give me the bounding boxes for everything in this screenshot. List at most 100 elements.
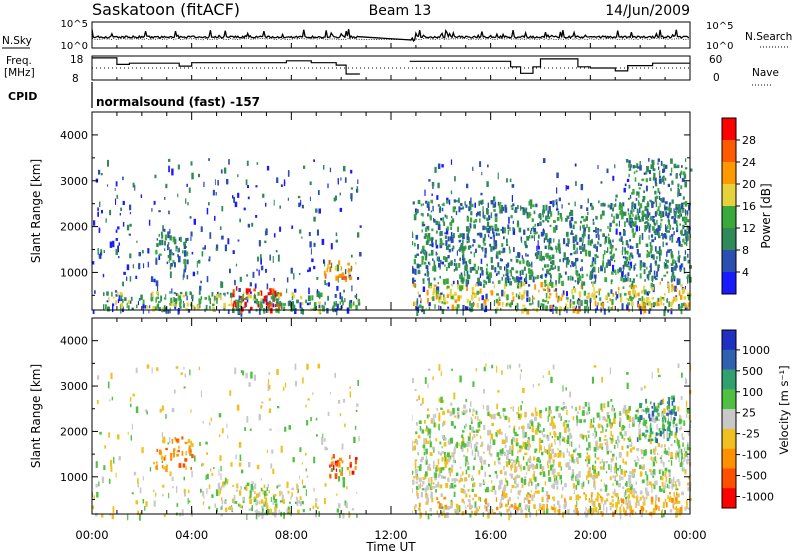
scatter-cell <box>183 366 185 370</box>
scatter-cell <box>135 367 138 374</box>
scatter-cell <box>468 260 471 263</box>
scatter-cell <box>591 376 594 384</box>
scatter-cell <box>484 488 487 493</box>
scatter-cell <box>263 484 266 489</box>
scatter-cell <box>461 434 464 438</box>
scatter-cell <box>116 291 119 295</box>
scatter-cell <box>611 434 614 439</box>
scatter-cell <box>579 225 581 231</box>
scatter-cell <box>639 161 641 167</box>
scatter-cell <box>577 453 580 456</box>
scatter-cell <box>628 168 632 171</box>
scatter-cell <box>509 249 511 254</box>
scatter-cell <box>175 302 177 308</box>
scatter-cell <box>644 229 646 232</box>
scatter-cell <box>558 280 561 284</box>
scatter-cell <box>191 443 194 447</box>
scatter-cell <box>248 288 251 293</box>
scatter-cell <box>417 264 420 269</box>
scatter-cell <box>630 283 633 290</box>
scatter-cell <box>470 211 473 216</box>
scatter-cell <box>427 298 429 304</box>
scatter-cell <box>594 278 597 283</box>
scatter-cell <box>240 469 244 474</box>
scatter-cell <box>469 494 471 498</box>
scatter-cell <box>434 304 436 309</box>
scatter-cell <box>612 264 615 272</box>
scatter-cell <box>625 240 629 246</box>
scatter-cell <box>425 501 429 505</box>
scatter-cell <box>644 419 648 425</box>
scatter-cell <box>425 251 428 257</box>
scatter-cell <box>286 481 289 488</box>
scatter-cell <box>108 296 110 302</box>
scatter-cell <box>649 199 652 203</box>
scatter-cell <box>175 366 179 369</box>
scatter-cell <box>112 303 115 307</box>
scatter-cell <box>233 494 236 501</box>
scatter-cell <box>526 309 530 315</box>
scatter-cell <box>532 226 535 230</box>
scatter-cell <box>621 434 624 439</box>
scatter-cell <box>160 295 162 302</box>
scatter-cell <box>615 470 618 474</box>
scatter-cell <box>479 232 483 238</box>
scatter-cell <box>155 280 159 287</box>
scatter-cell <box>501 490 504 497</box>
colorbar-cell <box>722 428 736 449</box>
scatter-cell <box>643 214 647 217</box>
scatter-cell <box>445 240 448 246</box>
scatter-cell <box>642 464 646 470</box>
scatter-cell <box>539 221 542 226</box>
scatter-cell <box>474 501 477 508</box>
scatter-cell <box>524 411 526 418</box>
scatter-cell <box>532 473 535 480</box>
scatter-cell <box>500 204 504 211</box>
scatter-cell <box>595 295 598 298</box>
scatter-cell <box>538 447 540 453</box>
scatter-cell <box>540 281 544 288</box>
scatter-cell <box>657 442 660 447</box>
scatter-cell <box>636 163 639 167</box>
scatter-cell <box>592 464 594 471</box>
scatter-cell <box>136 304 138 309</box>
scatter-cell <box>478 200 480 206</box>
scatter-cell <box>468 206 471 212</box>
scatter-cell <box>301 307 303 310</box>
scatter-cell <box>633 265 636 271</box>
scatter-cell <box>672 484 675 487</box>
scatter-cell <box>597 228 599 235</box>
scatter-cell <box>526 497 529 501</box>
scatter-cell <box>164 466 167 470</box>
scatter-cell <box>438 299 441 304</box>
scatter-cell <box>479 281 482 285</box>
scatter-cell <box>508 513 510 521</box>
scatter-cell <box>270 497 272 502</box>
scatter-cell <box>511 444 514 451</box>
scatter-cell <box>430 477 433 483</box>
scatter-cell <box>609 505 612 511</box>
scatter-cell <box>635 214 637 220</box>
scatter-cell <box>505 273 507 276</box>
scatter-cell <box>565 306 569 310</box>
scatter-cell <box>564 420 568 423</box>
scatter-cell <box>442 420 446 426</box>
scatter-cell <box>414 389 417 392</box>
scatter-cell <box>419 512 423 518</box>
scatter-cell <box>628 423 631 428</box>
scatter-cell <box>434 413 437 418</box>
scatter-cell <box>433 266 437 272</box>
scatter-cell <box>496 403 498 410</box>
scatter-cell <box>586 462 589 467</box>
scatter-cell <box>274 290 277 296</box>
scatter-cell <box>200 488 202 493</box>
scatter-cell <box>524 280 528 285</box>
scatter-cell <box>414 460 417 465</box>
scatter-cell <box>603 250 606 255</box>
scatter-cell <box>542 375 544 378</box>
scatter-cell <box>559 306 562 311</box>
scatter-cell <box>500 498 502 505</box>
scatter-cell <box>315 417 318 421</box>
scatter-cell <box>169 303 172 306</box>
